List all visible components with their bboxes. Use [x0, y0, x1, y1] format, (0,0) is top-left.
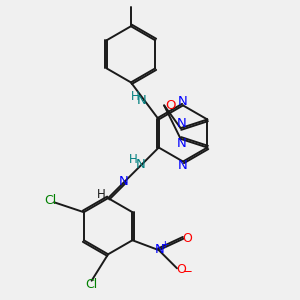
Text: N: N [154, 243, 164, 256]
Text: N: N [118, 175, 128, 188]
Text: N: N [135, 158, 145, 171]
Text: H: H [97, 188, 105, 201]
Text: Cl: Cl [85, 278, 98, 291]
Text: N: N [178, 159, 188, 172]
Text: H: H [131, 90, 140, 103]
Text: Cl: Cl [44, 194, 56, 207]
Text: +: + [160, 239, 169, 250]
Text: H: H [129, 153, 137, 166]
Text: O: O [165, 99, 175, 112]
Text: O: O [183, 232, 193, 245]
Text: −: − [183, 265, 193, 278]
Text: N: N [176, 137, 186, 150]
Text: N: N [178, 94, 188, 108]
Text: O: O [176, 263, 186, 276]
Text: N: N [176, 117, 186, 130]
Text: N: N [137, 94, 147, 107]
